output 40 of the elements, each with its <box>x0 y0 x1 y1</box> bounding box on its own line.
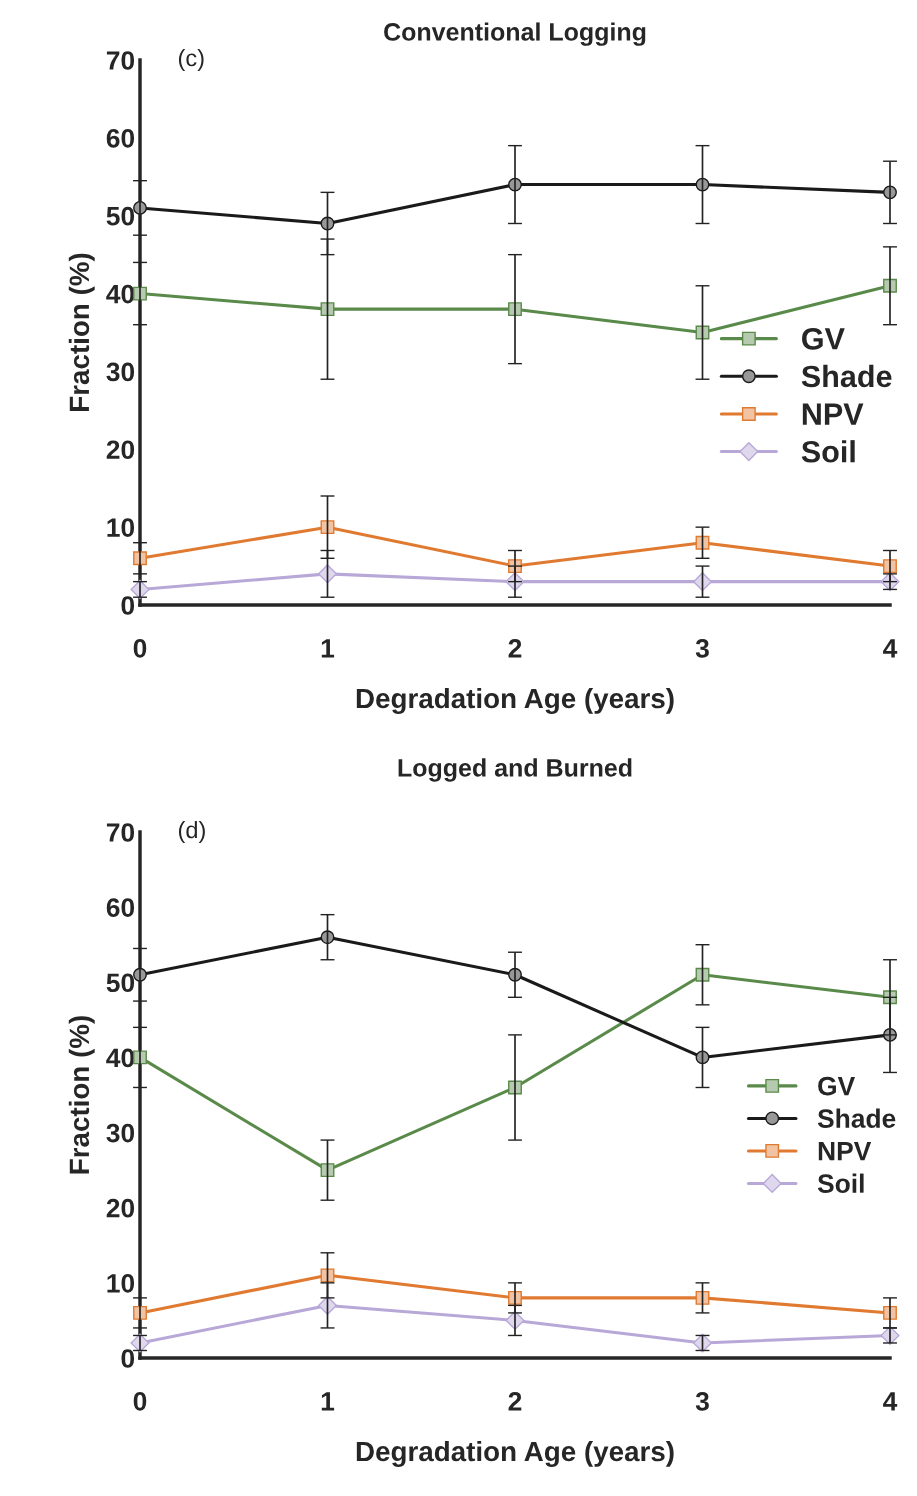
y-tick-label: 30 <box>106 1123 135 1143</box>
y-tick-label: 70 <box>106 51 135 70</box>
y-tick-label: 50 <box>106 206 135 226</box>
x-axis-title: Degradation Age (years) <box>356 687 674 714</box>
x-tick-label: 2 <box>508 1392 522 1411</box>
y-tick-label: 70 <box>106 823 135 842</box>
annotation: (d) <box>178 820 205 843</box>
x-tick-label: 4 <box>883 639 898 658</box>
x-tick-label: 1 <box>321 639 335 658</box>
y-axis-title: Fraction (%) <box>68 253 95 411</box>
y-tick-label: 10 <box>107 1273 135 1293</box>
y-tick-label: 20 <box>106 440 135 460</box>
x-tick-label: 1 <box>321 1392 335 1411</box>
x-tick-label: 2 <box>508 639 522 658</box>
legend-label: GV <box>818 1076 856 1096</box>
x-tick-label: 3 <box>695 1392 709 1411</box>
legend-label: NPV <box>818 1142 872 1161</box>
legend-label: Shade <box>817 1108 896 1128</box>
y-tick-label: 50 <box>106 973 135 993</box>
x-axis-title: Degradation Age (years) <box>356 1440 674 1467</box>
x-tick-label: 0 <box>133 639 147 658</box>
y-tick-label: 60 <box>106 128 135 148</box>
y-axis-title: Fraction (%) <box>68 1016 95 1174</box>
y-tick-label: 30 <box>106 362 135 382</box>
y-tick-label: 10 <box>107 518 135 537</box>
x-tick-label: 4 <box>883 1392 898 1411</box>
x-tick-label: 3 <box>695 639 709 658</box>
legend-label: GV <box>802 327 845 350</box>
y-tick-label: 0 <box>121 1349 135 1368</box>
chart-title: Logged and Burned <box>398 758 632 782</box>
y-tick-label: 20 <box>106 1198 135 1218</box>
annotation: (c) <box>178 49 204 71</box>
x-tick-label: 0 <box>133 1392 147 1411</box>
chart-title: Conventional Logging <box>384 22 646 46</box>
legend-label: NPV <box>802 403 864 425</box>
legend-label: Shade <box>801 364 892 388</box>
y-tick-label: 0 <box>121 596 135 615</box>
y-tick-label: 60 <box>106 898 135 917</box>
legend-label: Soil <box>801 440 855 463</box>
legend-label: Soil <box>817 1173 864 1193</box>
